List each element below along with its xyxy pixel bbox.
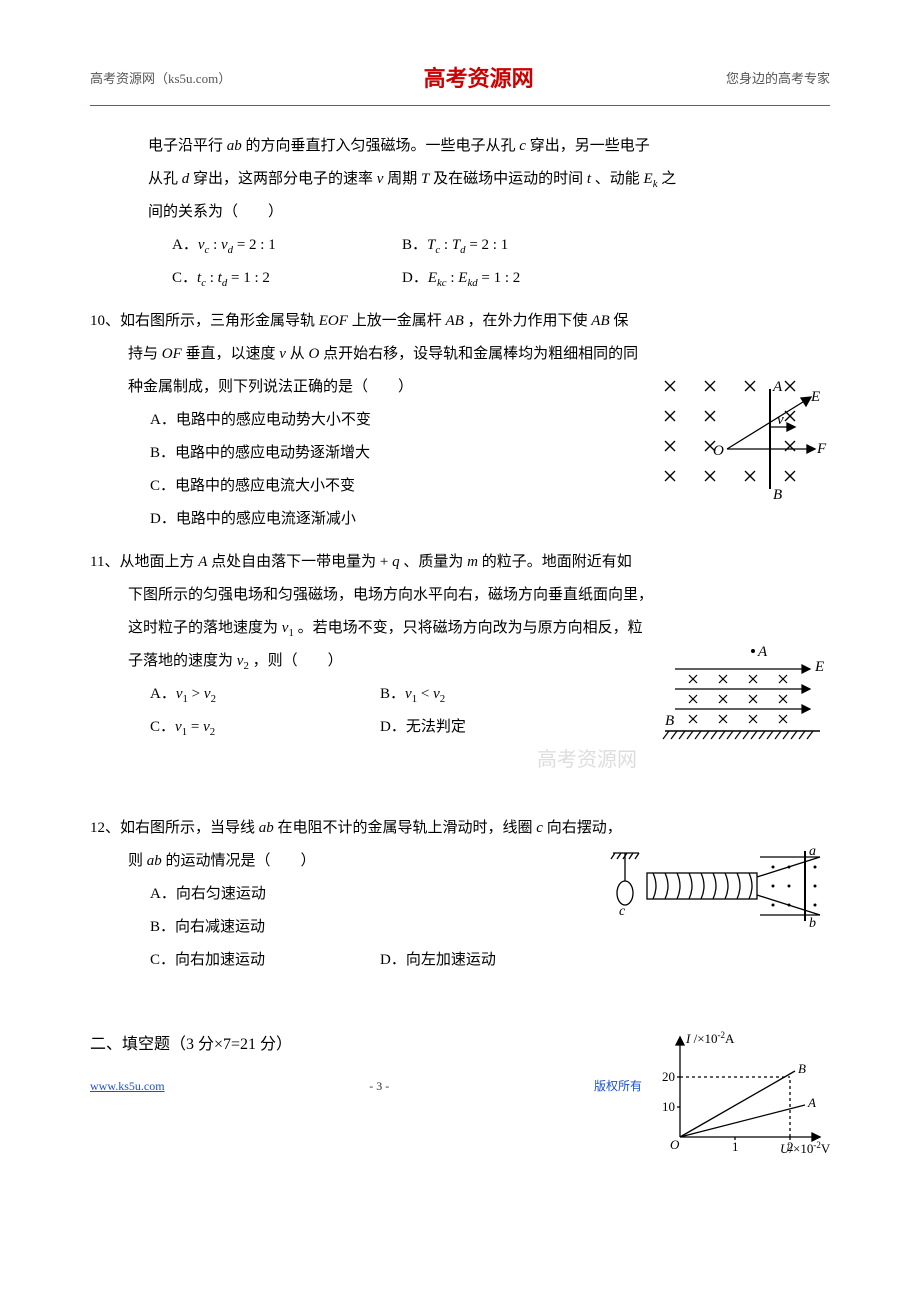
q11-stem2: 下图所示的匀强电场和匀强磁场，电场方向水平向右，磁场方向垂直纸面向里， [90,579,830,612]
q9-line2: 从孔 d 穿出，这两部分电子的速率 v 周期 T 及在磁场中运动的时间 t 、动… [90,163,830,196]
q11-option-a: A．v1 > v2 [150,678,360,711]
q10-figure: A E v O F B [655,371,830,506]
footer-copyright: 版权所有 [594,1073,642,1099]
page-header: 高考资源网（ks5u.com） 高考资源网 您身边的高考专家 [90,55,830,106]
header-right: 您身边的高考专家 [726,65,830,94]
q12-label-b: b [809,916,816,930]
q11-option-b: B．v1 < v2 [380,678,590,711]
footer-page-number: - 3 - [165,1073,594,1099]
q11-label-B: B [665,713,674,729]
q9-option-b: B．Tc : Td = 2 : 1 [402,229,612,262]
q12-option-c: C．向右加速运动 [150,944,360,977]
fig13-iv-graph: I /×10-2A U/×10-2V 20 10 1 2 O B A [650,1027,830,1157]
q10-option-d: D．电路中的感应电流逐渐减小 [150,503,830,536]
q12-stem1: 12、如右图所示，当导线 ab 在电阻不计的金属导轨上滑动时，线圈 c 向右摆动… [90,812,830,845]
q10-label-O: O [713,443,724,459]
q12: 12、如右图所示，当导线 ab 在电阻不计的金属导轨上滑动时，线圈 c 向右摆动… [90,812,830,977]
fig13-line-A: A [807,1095,816,1110]
fig13-line-B: B [798,1061,806,1076]
q11-label-E: E [814,659,824,675]
q9-option-d: D．Ekc : Ekd = 1 : 2 [402,262,612,295]
q11-option-c: C．v1 = v2 [150,711,360,744]
footer-url: www.ks5u.com [90,1073,165,1099]
q9-option-a: A．vc : vd = 2 : 1 [172,229,382,262]
q10-label-v: v [777,412,784,428]
q11-stem1: 11、从地面上方 A 点处自由落下一带电量为 + q 、质量为 m 的粒子。地面… [90,546,830,579]
q10: 10、如右图所示，三角形金属导轨 EOF 上放一金属杆 AB ，在外力作用下使 … [90,305,830,536]
fig13-ytick-20: 20 [662,1069,675,1084]
q9-continuation: 电子沿平行 ab 的方向垂直打入匀强磁场。一些电子从孔 c 穿出，另一些电子 从… [90,130,830,295]
fig13-ylabel: I /×10-2A [685,1030,735,1046]
fig13-origin: O [670,1137,680,1152]
q12-option-a: A．向右匀速运动 [150,878,360,911]
fig13-xtick-1: 1 [732,1139,739,1154]
fig13-ytick-10: 10 [662,1099,675,1114]
q11-figure: A E B [645,645,830,765]
q9-option-c: C．tc : td = 1 : 2 [172,262,382,295]
q9-line3: 间的关系为（ ） [90,196,830,229]
q10-label-F: F [816,441,827,457]
page-footer: www.ks5u.com - 3 - 版权所有 [90,1073,642,1099]
q11-label-A: A [757,645,768,660]
q10-stem1: 10、如右图所示，三角形金属导轨 EOF 上放一金属杆 AB ，在外力作用下使 … [90,305,830,338]
q11-stem3: 这时粒子的落地速度为 v1 。若电场不变，只将磁场方向改为与原方向相反，粒 [90,612,830,645]
q12-label-c: c [619,904,626,919]
q10-stem2: 持与 OF 垂直，以速度 v 从 O 点开始右移，设导轨和金属棒均为粗细相同的同 [90,338,830,371]
q11: 11、从地面上方 A 点处自由落下一带电量为 + q 、质量为 m 的粒子。地面… [90,546,830,782]
q12-option-b: B．向右减速运动 [150,911,360,944]
q10-label-B: B [773,487,782,503]
q10-label-E: E [810,389,820,405]
header-left: 高考资源网（ks5u.com） [90,65,231,94]
q10-label-A: A [772,379,783,395]
fig13-xtick-2: 2 [787,1139,794,1154]
q12-option-d: D．向左加速运动 [380,944,590,977]
header-center: 高考资源网 [424,55,534,103]
q9-line1: 电子沿平行 ab 的方向垂直打入匀强磁场。一些电子从孔 c 穿出，另一些电子 [90,130,830,163]
q12-label-a: a [809,845,816,859]
q12-figure: a b c [605,845,830,930]
